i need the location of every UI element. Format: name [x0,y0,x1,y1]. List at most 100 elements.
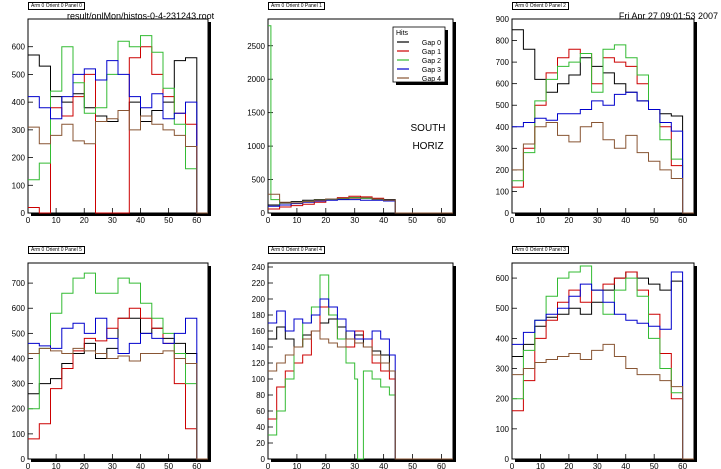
y-tick-label: 600 [12,43,26,52]
x-tick-label: 60 [678,462,687,469]
y-tick-label: 200 [496,166,510,175]
y-tick-label: 500 [496,101,510,110]
legend-entry: Gap 2 [422,58,441,65]
panel-title-0: Arm 0 Orient 0 Panel 0 [28,2,85,10]
series-line [512,343,694,460]
series-line [512,265,694,460]
series-line [28,110,208,214]
y-tick-label: 240 [252,263,266,272]
x-tick-label: 20 [321,216,330,225]
legend-entry: Gap 4 [422,76,441,83]
x-tick-label: 50 [650,216,659,225]
y-tick-label: 0 [21,455,26,464]
y-tick-label: 140 [252,343,266,352]
x-tick-label: 50 [408,216,417,225]
y-tick-label: 40 [256,423,265,432]
x-tick-label: 40 [621,216,630,225]
y-tick-label: 80 [256,391,265,400]
series-line [28,35,208,214]
x-tick-label: 20 [321,462,330,469]
y-tick-label: 500 [252,176,266,185]
x-tick-label: 40 [379,462,388,469]
y-tick-label: 60 [256,407,265,416]
y-tick-label: 800 [496,37,510,46]
y-tick-label: 500 [12,70,26,79]
x-tick-label: 30 [593,462,602,469]
x-tick-label: 10 [536,462,545,469]
series-line [512,271,694,460]
panel-title-4: Arm 0 Orient 0 Panel 4 [268,246,325,254]
series-line [28,272,208,460]
x-tick-label: 0 [510,462,515,469]
y-tick-label: 20 [256,439,265,448]
y-tick-label: 1500 [247,109,265,118]
y-tick-label: 900 [496,15,510,24]
y-tick-label: 300 [12,126,26,135]
y-tick-label: 100 [12,430,26,439]
timestamp-label: Fri Apr 27 09:01:53 2007 [618,11,718,21]
x-tick-label: 20 [564,462,573,469]
y-tick-label: 180 [252,311,266,320]
x-tick-label: 50 [164,216,173,225]
y-tick-label: 400 [12,98,26,107]
y-tick-label: 0 [261,209,266,218]
y-tick-label: 200 [496,395,510,404]
x-tick-label: 40 [379,216,388,225]
x-tick-label: 30 [350,216,359,225]
x-tick-label: 60 [192,216,201,225]
y-tick-label: 700 [496,58,510,67]
series-line [512,122,694,214]
plot-frame [267,262,454,460]
y-tick-label: 0 [261,455,266,464]
x-tick-label: 40 [621,462,630,469]
x-tick-label: 20 [80,216,89,225]
x-tick-label: 50 [164,462,173,469]
y-tick-label: 100 [252,375,266,384]
legend-entry: Gap 1 [422,49,441,56]
legend-entry: Gap 3 [422,67,441,74]
x-tick-label: 10 [52,462,61,469]
legend-title: Hits [396,30,409,37]
y-tick-label: 200 [12,405,26,414]
y-tick-label: 500 [496,304,510,313]
annotation-south: SOUTH [411,123,446,134]
y-tick-label: 400 [496,334,510,343]
x-tick-label: 50 [650,462,659,469]
legend-entry: Gap 0 [422,40,441,47]
annotation-horiz: HORIZ [412,141,443,152]
file-path-label: result/onlMon/histos-0-4-231243.root [67,11,215,21]
y-tick-label: 100 [12,181,26,190]
legend-box [392,26,446,83]
panel-title-1: Arm 0 Orient 0 Panel 1 [268,2,325,10]
series-line [28,60,208,214]
series-line [28,317,208,460]
x-tick-label: 10 [536,216,545,225]
x-tick-label: 30 [108,462,117,469]
y-tick-label: 700 [12,279,26,288]
y-tick-label: 220 [252,279,266,288]
y-tick-label: 100 [496,187,510,196]
series-line [268,298,453,460]
x-tick-label: 0 [266,462,271,469]
plot-frame [27,262,209,460]
x-tick-label: 30 [350,462,359,469]
y-tick-label: 200 [12,154,26,163]
y-tick-label: 400 [496,123,510,132]
series-line [28,347,208,460]
x-tick-label: 30 [593,216,602,225]
panel-title-3: Arm 0 Orient 0 Panel 5 [28,246,85,254]
x-tick-label: 0 [266,216,271,225]
y-tick-label: 400 [12,354,26,363]
y-tick-label: 1000 [247,142,265,151]
series-line [512,271,694,460]
y-tick-label: 2500 [247,42,265,51]
x-tick-label: 20 [564,216,573,225]
y-tick-label: 160 [252,327,266,336]
y-tick-label: 2000 [247,75,265,84]
panel-title-5: Arm 0 Orient 0 Panel 3 [512,246,569,254]
series-line [268,193,453,214]
x-tick-label: 40 [136,216,145,225]
y-tick-label: 500 [12,329,26,338]
x-tick-label: 60 [437,216,446,225]
